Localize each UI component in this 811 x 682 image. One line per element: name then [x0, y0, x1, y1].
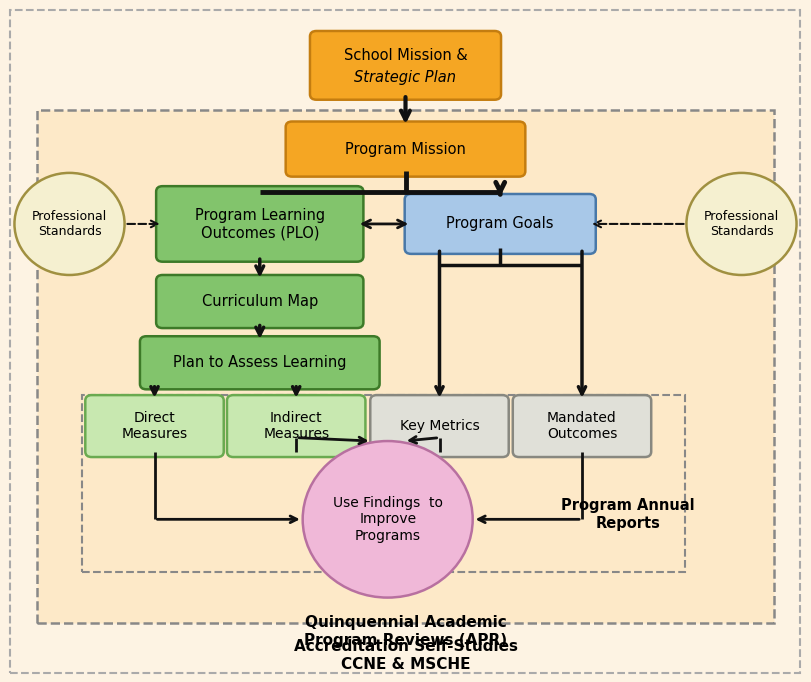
FancyBboxPatch shape	[371, 395, 508, 457]
FancyBboxPatch shape	[405, 194, 596, 254]
Text: Program Annual
Reports: Program Annual Reports	[561, 499, 695, 531]
Text: Professional
Standards: Professional Standards	[704, 210, 779, 238]
Text: Program Learning
Outcomes (PLO): Program Learning Outcomes (PLO)	[195, 208, 325, 240]
FancyBboxPatch shape	[285, 121, 526, 177]
Text: Strategic Plan: Strategic Plan	[354, 70, 457, 85]
FancyBboxPatch shape	[11, 10, 800, 673]
Text: Curriculum Map: Curriculum Map	[202, 294, 318, 309]
Text: Key Metrics: Key Metrics	[400, 419, 479, 433]
Text: Professional
Standards: Professional Standards	[32, 210, 107, 238]
FancyBboxPatch shape	[157, 186, 363, 262]
Text: Accreditation Self-Studies
CCNE & MSCHE: Accreditation Self-Studies CCNE & MSCHE	[294, 639, 517, 672]
Text: Quinquennial Academic
Program Reviews (APR): Quinquennial Academic Program Reviews (A…	[304, 615, 507, 648]
FancyBboxPatch shape	[140, 336, 380, 389]
FancyBboxPatch shape	[157, 275, 363, 328]
Text: Program Mission: Program Mission	[345, 142, 466, 157]
Text: Direct
Measures: Direct Measures	[122, 411, 187, 441]
Ellipse shape	[15, 173, 125, 275]
Text: Plan to Assess Learning: Plan to Assess Learning	[173, 355, 346, 370]
Text: Program Goals: Program Goals	[447, 216, 554, 231]
FancyBboxPatch shape	[513, 395, 651, 457]
Text: Mandated
Outcomes: Mandated Outcomes	[547, 411, 617, 441]
Ellipse shape	[303, 441, 473, 597]
Text: Indirect
Measures: Indirect Measures	[263, 411, 329, 441]
FancyBboxPatch shape	[85, 395, 224, 457]
FancyBboxPatch shape	[227, 395, 366, 457]
Ellipse shape	[686, 173, 796, 275]
FancyBboxPatch shape	[37, 110, 774, 623]
FancyBboxPatch shape	[310, 31, 501, 100]
Text: Use Findings  to
Improve
Programs: Use Findings to Improve Programs	[333, 496, 443, 542]
Text: School Mission &: School Mission &	[344, 48, 467, 63]
